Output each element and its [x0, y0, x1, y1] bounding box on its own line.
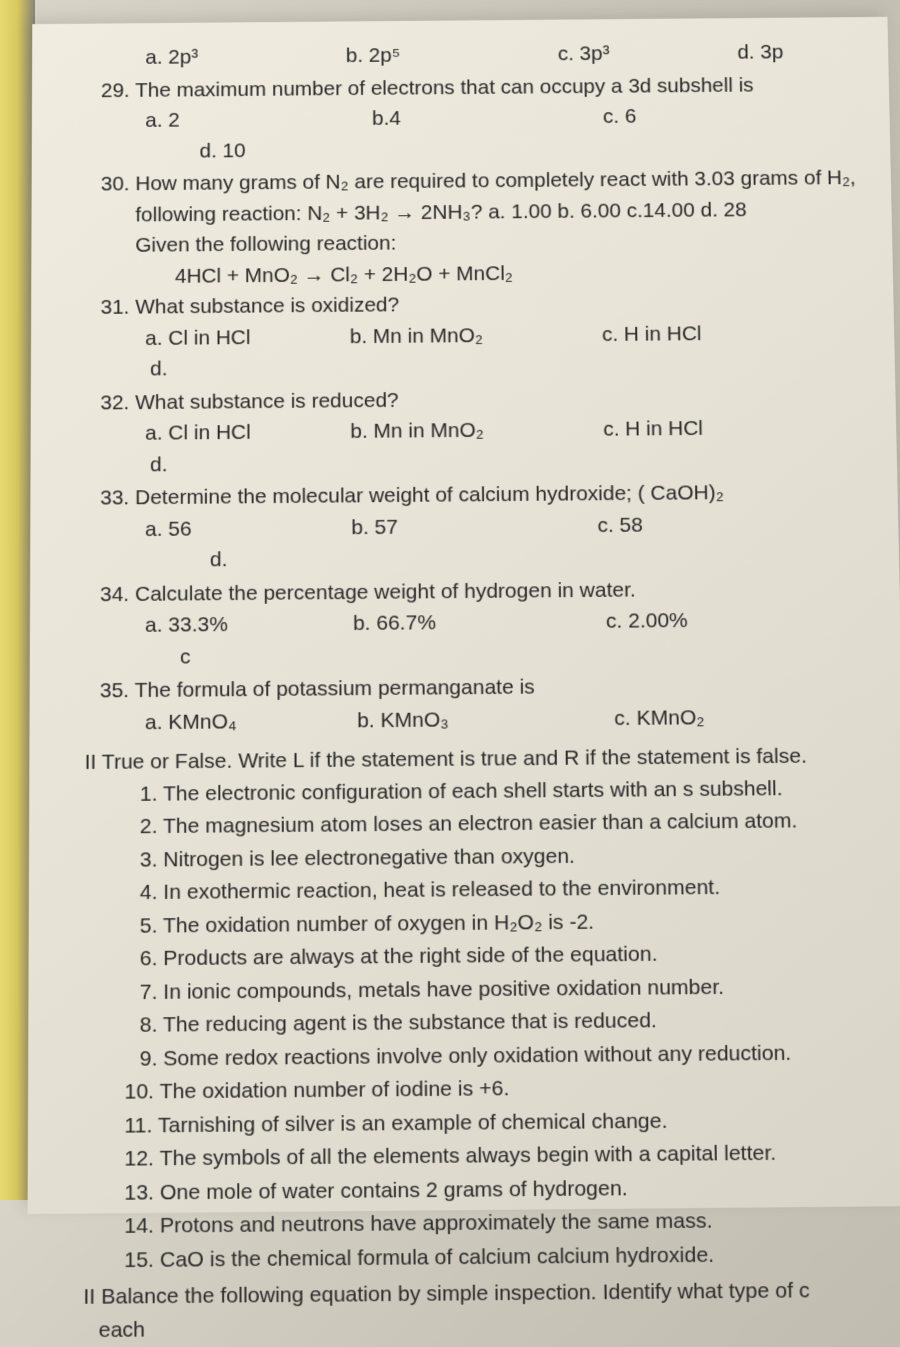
q28-options: a. 2p³ b. 2p⁵ c. 3p³ d. 3p [81, 36, 869, 73]
q32-options: a. Cl in HCl b. Mn in MnO₂ c. H in HCl d… [80, 412, 877, 481]
q32-opt-b: b. Mn in MnO₂ [350, 415, 484, 447]
q33-opt-d: d. [210, 544, 228, 576]
q33-opt-a: a. 56 [145, 513, 192, 545]
q31-opt-d: d. [150, 354, 167, 385]
q31-opt-b: b. Mn in MnO₂ [350, 320, 483, 352]
tf-6: 6. Products are always at the right side… [140, 936, 888, 975]
tf-3: 3. Nitrogen is lee electronegative than … [140, 837, 886, 875]
tf-13: 13. One mole of water contains 2 grams o… [124, 1170, 892, 1209]
tf-2: 2. The magnesium atom loses an electron … [140, 804, 885, 842]
tf-4: 4. In exothermic reaction, heat is relea… [140, 870, 886, 909]
q33-opt-b: b. 57 [351, 511, 398, 543]
q31-opt-a: a. Cl in HCl [145, 322, 250, 354]
tf-14: 14. Protons and neutrons have approximat… [124, 1203, 893, 1242]
q29-opt-b: b.4 [372, 103, 401, 134]
q34-opt-b: b. 66.7% [353, 607, 436, 639]
q35-opt-b: b. KMnO₃ [357, 704, 449, 736]
tf-7: 7. In ionic compounds, metals have posit… [140, 969, 889, 1008]
q32-opt-a: a. Cl in HCl [145, 417, 251, 449]
q31-options: a. Cl in HCl b. Mn in MnO₂ c. H in HCl d… [81, 317, 876, 386]
q29-opt-d: d. 10 [200, 135, 246, 166]
q28-opt-d: d. 3p [737, 37, 783, 68]
q33-opt-c: c. 58 [597, 509, 643, 541]
q28-opt-a: a. 2p³ [145, 42, 198, 73]
q34-opt-a: a. 33.3% [145, 609, 228, 641]
q32-opt-d: d. [150, 449, 167, 480]
q29-opt-c: c. 6 [603, 101, 637, 132]
tf-9: 9. Some redox reactions involve only oxi… [140, 1036, 890, 1075]
q34-opt-d: c [180, 641, 191, 673]
tf-12: 12. The symbols of all the elements alwa… [124, 1136, 891, 1175]
q28-opt-c: c. 3p³ [558, 39, 610, 70]
tf-10: 10. The oxidation number of iodine is +6… [124, 1069, 890, 1108]
q29-opt-a: a. 2 [145, 105, 180, 136]
q29-options: a. 2 b.4 c. 6 d. 10 [81, 99, 871, 167]
q28-opt-b: b. 2p⁵ [346, 40, 401, 71]
tf-8: 8. The reducing agent is the substance t… [140, 1003, 889, 1042]
q35-options: a. KMnO₄ b. KMnO₃ c. KMnO₂ [80, 700, 883, 739]
q34-options: a. 33.3% b. 66.7% c. 2.00% c [80, 603, 881, 673]
q34-opt-c: c. 2.00% [606, 605, 688, 637]
tf-15: 15. CaO is the chemical formula of calci… [124, 1237, 894, 1277]
q32-opt-c: c. H in HCl [603, 413, 703, 445]
q35-opt-c: c. KMnO₂ [614, 702, 705, 734]
tf-11: 11. Tarnishing of silver is an example o… [124, 1103, 891, 1142]
tf-1: 1. The electronic configuration of each … [140, 772, 884, 810]
tf-5: 5. The oxidation number of oxygen in H₂O… [140, 903, 887, 942]
q31-opt-c: c. H in HCl [602, 318, 702, 350]
q35-opt-a: a. KMnO₄ [145, 706, 237, 738]
q33-options: a. 56 b. 57 c. 58 d. [80, 507, 879, 577]
